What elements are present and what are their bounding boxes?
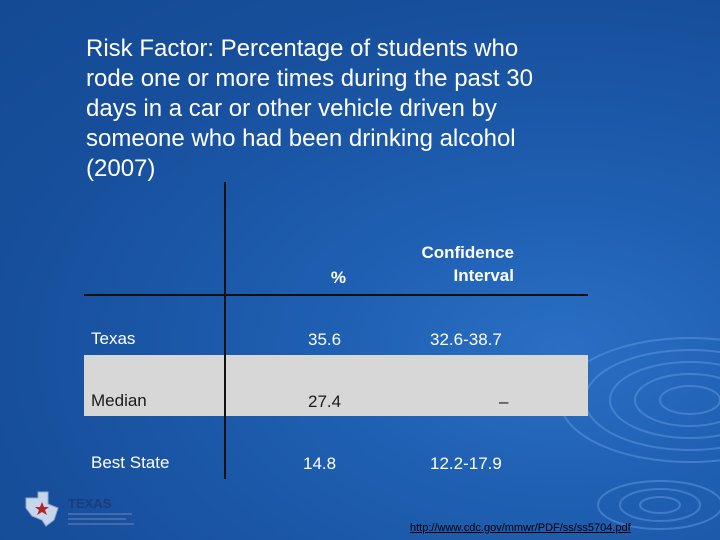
title-line: (2007) bbox=[86, 155, 156, 182]
row-label-best-state: Best State bbox=[91, 453, 170, 472]
row-ci-texas: 32.6-38.7 bbox=[430, 330, 502, 349]
row-ci-best-state: 12.2-17.9 bbox=[430, 454, 502, 473]
title-line: days in a car or other vehicle driven by bbox=[86, 95, 497, 122]
table-vertical-divider bbox=[224, 182, 226, 479]
median-row-highlight bbox=[84, 355, 588, 416]
row-label-texas: Texas bbox=[91, 329, 136, 348]
table-header-divider bbox=[84, 294, 588, 296]
row-label-median: Median bbox=[91, 391, 147, 410]
logo-text: TEXAS bbox=[68, 496, 112, 511]
header-confidence-interval: Confidence Interval bbox=[384, 241, 514, 287]
header-ci-line2: Interval bbox=[453, 266, 514, 285]
title-line: someone who had been drinking alcohol bbox=[86, 125, 516, 152]
row-percent-best-state: 14.8 bbox=[303, 454, 337, 473]
texas-department-logo: TEXAS bbox=[25, 491, 134, 527]
header-percent: % bbox=[330, 268, 346, 287]
row-percent-median: 27.4 bbox=[308, 392, 342, 411]
header-ci-line1: Confidence bbox=[421, 243, 514, 262]
row-ci-median: – bbox=[499, 392, 509, 411]
title-line: Risk Factor: Percentage of students who bbox=[86, 35, 519, 62]
source-link[interactable]: http://www.cdc.gov/mmwr/PDF/ss/ss5704.pd… bbox=[410, 522, 631, 534]
row-percent-texas: 35.6 bbox=[308, 330, 342, 349]
slide-title: Risk Factor: Percentage of students who … bbox=[86, 34, 646, 184]
title-line: rode one or more times during the past 3… bbox=[86, 65, 533, 92]
